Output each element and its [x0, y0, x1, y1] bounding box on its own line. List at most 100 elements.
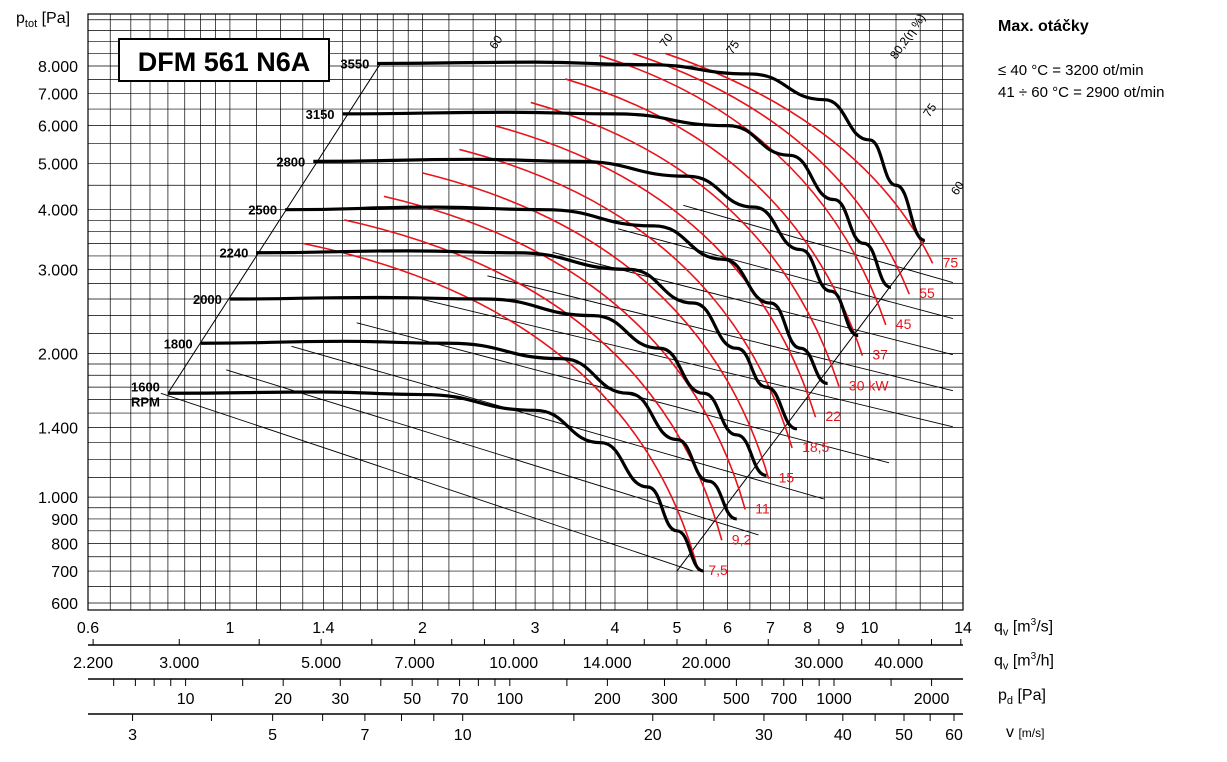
pd-axis-label: 500 — [723, 691, 750, 708]
power-curve — [495, 125, 817, 418]
v-axis-label: 20 — [644, 727, 662, 744]
pd-axis-label: 1000 — [816, 691, 852, 708]
power-curve — [344, 219, 723, 541]
y-tick-label: 5.000 — [38, 156, 78, 173]
speed-label: 2240 — [219, 246, 248, 261]
power-curve — [530, 101, 840, 387]
power-label: 9,2 — [732, 531, 752, 547]
y-axis-label: ptot [Pa] — [16, 10, 71, 31]
pd-axis-label: 50 — [403, 691, 421, 708]
qv-tick-label: 6 — [723, 620, 732, 637]
qv-tick-label: 8 — [803, 620, 812, 637]
speed-curve — [167, 390, 704, 573]
envelope-line-right — [676, 240, 926, 572]
y-tick-label: 800 — [51, 536, 78, 553]
qv-tick-label: 2 — [418, 620, 427, 637]
efficiency-label: 60 — [948, 178, 967, 197]
power-label: 15 — [779, 470, 795, 486]
x-axis-label-pd: pd [Pa] — [998, 687, 1046, 708]
power-label: 45 — [896, 316, 912, 332]
power-label: 30 kW — [849, 377, 889, 393]
qvh-axis-label: 20.000 — [682, 655, 731, 672]
speed-curve — [313, 157, 859, 338]
max-speed-heading: Max. otáčky — [998, 18, 1089, 35]
chart-title: DFM 561 N6A — [118, 38, 330, 82]
power-curve — [632, 52, 910, 295]
speed-label-unit: RPM — [131, 394, 160, 409]
qvh-axis-label: 3.000 — [159, 655, 199, 672]
power-label: 55 — [919, 285, 935, 301]
power-curve — [383, 195, 746, 510]
pd-axis-label: 200 — [594, 691, 621, 708]
y-tick-label: 7.000 — [38, 87, 78, 104]
qvh-axis-label: 30.000 — [794, 655, 843, 672]
efficiency-label: 80,2(η %) — [887, 11, 928, 62]
x-axis-label-qv-m3h: qv [m3/h] — [994, 651, 1054, 673]
qv-tick-label: 1.4 — [312, 620, 334, 637]
efficiency-label: 60 — [486, 32, 505, 51]
efficiency-label: 75 — [723, 37, 742, 56]
speed-label: 3150 — [306, 107, 335, 122]
pd-axis-label: 70 — [451, 691, 469, 708]
y-tick-label: 4.000 — [38, 203, 78, 220]
speed-curve — [229, 295, 767, 478]
y-tick-label: 3.000 — [38, 262, 78, 279]
power-label: 75 — [943, 254, 959, 270]
qv-tick-label: 1 — [225, 620, 234, 637]
qvh-axis-label: 5.000 — [301, 655, 341, 672]
speed-curve — [377, 60, 926, 242]
qvh-axis-label: 2.200 — [73, 655, 113, 672]
y-tick-label: 700 — [51, 564, 78, 581]
qvh-axis-label: 7.000 — [395, 655, 435, 672]
pd-axis-label: 20 — [274, 691, 292, 708]
speed-curve — [285, 205, 829, 386]
qv-tick-label: 10 — [861, 620, 879, 637]
speed-label: 3550 — [340, 56, 369, 71]
system-line — [291, 345, 824, 500]
plot-frame — [87, 13, 964, 611]
y-tick-label: 8.000 — [38, 59, 78, 76]
efficiency-label: 75 — [920, 100, 939, 119]
v-axis-label: 3 — [128, 727, 137, 744]
speed-curve — [256, 249, 798, 431]
max-speed-line-2: 41 ÷ 60 °C = 2900 ot/min — [998, 84, 1165, 101]
max-speed-line-1: ≤ 40 °C = 3200 ot/min — [998, 62, 1144, 79]
speed-label: 2500 — [248, 203, 277, 218]
efficiency-label: 70 — [657, 30, 676, 49]
qv-tick-label: 3 — [531, 620, 540, 637]
system-line — [226, 369, 759, 536]
qv-tick-label: 14 — [954, 620, 972, 637]
qv-tick-label: 4 — [611, 620, 620, 637]
v-axis-label: 7 — [360, 727, 369, 744]
power-curve — [598, 54, 887, 326]
qv-tick-label: 5 — [673, 620, 682, 637]
y-tick-label: 6.000 — [38, 119, 78, 136]
v-axis-label: 10 — [454, 727, 472, 744]
power-label: 22 — [826, 408, 842, 424]
v-axis-label: 30 — [755, 727, 773, 744]
y-tick-label: 1.400 — [38, 420, 78, 437]
qvh-axis-label: 14.000 — [583, 655, 632, 672]
system-line — [160, 392, 694, 572]
y-tick-label: 600 — [51, 596, 78, 613]
speed-label: 2000 — [193, 292, 222, 307]
y-tick-label: 2.000 — [38, 346, 78, 363]
speed-label: 1800 — [164, 336, 193, 351]
qv-tick-label: 9 — [836, 620, 845, 637]
speed-curve — [200, 339, 738, 521]
pd-axis-label: 300 — [651, 691, 678, 708]
speed-label: 1600 — [131, 379, 160, 394]
qvh-axis-label: 40.000 — [874, 655, 923, 672]
system-line — [683, 204, 954, 283]
x-axis-label-qv-m3s: qv [m3/s] — [994, 617, 1054, 639]
pd-axis-label: 30 — [331, 691, 349, 708]
power-curve — [422, 172, 770, 479]
power-label: 18,5 — [802, 439, 829, 455]
y-tick-label: 1.000 — [38, 490, 78, 507]
power-curve — [565, 78, 864, 356]
x-axis-label-v: v [m/s] — [1006, 724, 1045, 741]
power-label: 11 — [755, 501, 770, 517]
power-label: 37 — [872, 347, 888, 363]
v-axis-label: 5 — [268, 727, 277, 744]
pd-axis-label: 2000 — [914, 691, 950, 708]
